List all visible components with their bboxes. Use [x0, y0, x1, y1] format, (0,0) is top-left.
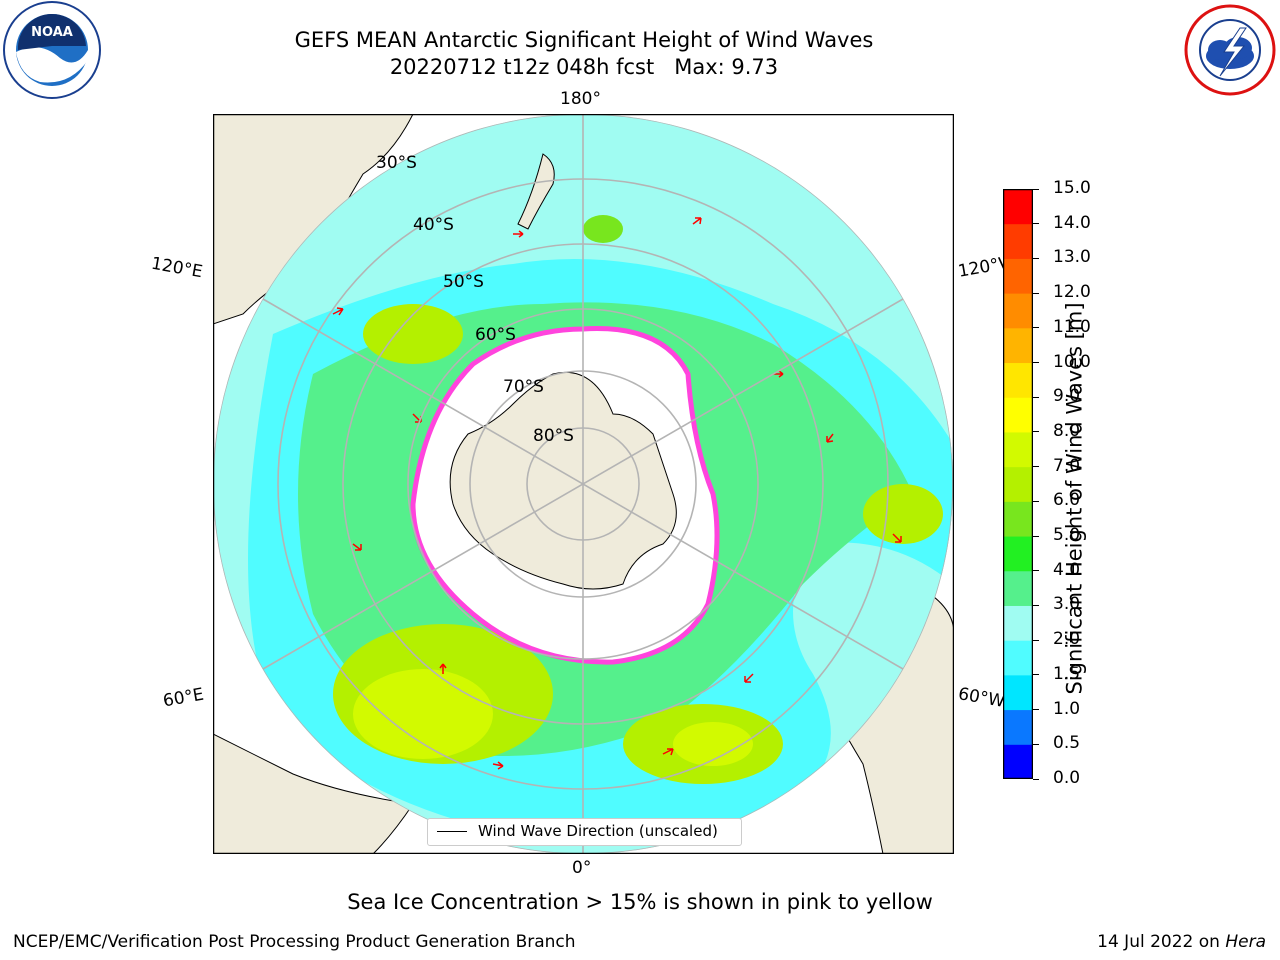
colorbar-border — [1003, 189, 1033, 779]
colorbar-tick-label: 14.0 — [1053, 212, 1091, 233]
colorbar-tick-mark — [1033, 709, 1039, 711]
colorbar-tick-label: 1.0 — [1053, 698, 1081, 719]
colorbar-tick-mark — [1033, 396, 1039, 398]
colorbar-tick-mark — [1033, 535, 1039, 537]
colorbar-tick-label: 5.0 — [1053, 525, 1081, 546]
colorbar-segment — [1003, 223, 1033, 259]
colorbar-tick-mark — [1033, 223, 1039, 225]
map-legend: Wind Wave Direction (unscaled) — [427, 818, 742, 846]
colorbar-tick-mark — [1033, 778, 1039, 780]
colorbar-tick-label: 13.0 — [1053, 247, 1091, 268]
footer-date: 14 Jul 2022 on Hera — [1097, 932, 1266, 952]
land-antarctica — [449, 371, 677, 590]
colorbar-tick-label: 12.0 — [1053, 282, 1091, 303]
colorbar-segment — [1003, 605, 1033, 641]
colorbar-label: Significant Height of Wind Waves [m] — [1062, 302, 1087, 695]
colorbar-segment — [1003, 466, 1033, 502]
colorbar-tick-mark — [1033, 431, 1039, 433]
colorbar-segment — [1003, 189, 1033, 225]
parallel-label-80s: 80°S — [533, 426, 574, 446]
legend-text: Wind Wave Direction (unscaled) — [478, 822, 718, 840]
nws-logo — [1184, 4, 1276, 96]
colorbar-tick-label: 0.0 — [1053, 768, 1081, 788]
meridian-label-60w: 60°W — [956, 684, 1006, 712]
svg-text:NOAA: NOAA — [31, 25, 73, 40]
colorbar-tick-label: 8.0 — [1053, 420, 1081, 441]
colorbar-segment — [1003, 501, 1033, 537]
colorbar-segment — [1003, 640, 1033, 676]
parallel-label-60s: 60°S — [475, 325, 516, 345]
colorbar-tick-mark — [1033, 257, 1039, 259]
colorbar-tick-mark — [1033, 604, 1039, 606]
colorbar-tick-label: 9.0 — [1053, 386, 1081, 407]
footer-host: Hera — [1225, 932, 1266, 952]
colorbar-tick-mark — [1033, 466, 1039, 468]
colorbar-tick-mark — [1033, 327, 1039, 329]
colorbar-segment — [1003, 536, 1033, 572]
colorbar-tick-mark — [1033, 743, 1039, 745]
colorbar-segment — [1003, 709, 1033, 745]
colorbar-tick-label: 2.0 — [1053, 629, 1081, 650]
colorbar-tick-label: 10.0 — [1053, 351, 1091, 372]
colorbar-tick-label: 7.0 — [1053, 455, 1081, 476]
colorbar-tick-mark — [1033, 188, 1039, 190]
colorbar-segment — [1003, 327, 1033, 364]
parallel-label-50s: 50°S — [443, 272, 484, 292]
colorbar-tick-label: 11.0 — [1053, 316, 1091, 337]
colorbar-segment — [1003, 258, 1033, 294]
colorbar-tick-label: 1.5 — [1053, 663, 1081, 684]
land-africa — [213, 733, 414, 854]
colorbar-segment — [1003, 674, 1033, 711]
chart-title: GEFS MEAN Antarctic Significant Height o… — [294, 28, 874, 52]
colorbar-tick-mark — [1033, 570, 1039, 572]
parallel-label-30s: 30°S — [376, 153, 417, 173]
colorbar-tick-label: 15.0 — [1053, 178, 1091, 198]
colorbar-segment — [1003, 397, 1033, 433]
colorbar-segment — [1003, 362, 1033, 398]
colorbar-segment — [1003, 431, 1033, 468]
colorbar-tick-mark — [1033, 500, 1039, 502]
chart-subtitle: 20220712 t12z 048h fcst Max: 9.73 — [389, 55, 779, 79]
colorbar-tick-label: 3.0 — [1053, 594, 1081, 615]
colorbar-segment — [1003, 570, 1033, 606]
colorbar — [1003, 189, 1033, 779]
colorbar-tick-mark — [1033, 639, 1039, 641]
parallel-label-70s: 70°S — [503, 377, 544, 397]
colorbar-tick-mark — [1033, 292, 1039, 294]
sea-ice-note: Sea Ice Concentration > 15% is shown in … — [347, 890, 933, 914]
colorbar-tick-mark — [1033, 674, 1039, 676]
colorbar-segment — [1003, 744, 1033, 779]
parallel-label-40s: 40°S — [413, 215, 454, 235]
meridian-label-120e: 120°E — [149, 253, 205, 283]
footer-credit: NCEP/EMC/Verification Post Processing Pr… — [13, 932, 576, 952]
colorbar-tick-label: 0.5 — [1053, 733, 1081, 754]
noaa-logo: NOAA — [3, 1, 101, 99]
colorbar-tick-label: 4.0 — [1053, 559, 1081, 580]
land-new-zealand — [517, 153, 555, 230]
colorbar-tick-mark — [1033, 362, 1039, 364]
meridian-label-60e: 60°E — [161, 684, 206, 712]
legend-line-swatch — [437, 831, 467, 832]
colorbar-tick-label: 6.0 — [1053, 490, 1081, 511]
meridian-label-120w: 120°W — [956, 254, 1006, 282]
footer-date-text: 14 Jul 2022 on — [1097, 932, 1226, 952]
polar-map: 30°S 40°S 50°S 60°S 70°S 80°S — [213, 114, 954, 854]
meridian-label-180: 180° — [560, 89, 601, 109]
colorbar-segment — [1003, 293, 1033, 329]
meridian-label-0: 0° — [572, 858, 592, 878]
